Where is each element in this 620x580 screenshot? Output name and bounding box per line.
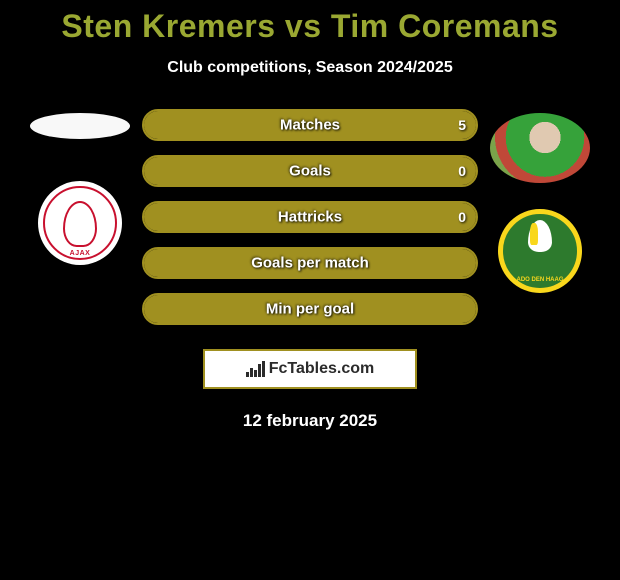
- barchart-icon: [246, 361, 265, 377]
- stat-value-right: 0: [458, 163, 466, 179]
- player-avatar-right: [490, 113, 590, 183]
- club-label-right: ADO DEN HAAG: [503, 277, 577, 283]
- stat-bars: Matches 5 Goals 0 Hattricks 0 Goals per match M…: [140, 109, 480, 325]
- stat-bar: Min per goal: [142, 293, 478, 325]
- stat-bar: Goals 0: [142, 155, 478, 187]
- club-badge-right: ADO DEN HAAG: [498, 209, 582, 293]
- player-avatar-left: [30, 113, 130, 139]
- left-column: AJAX: [20, 109, 140, 265]
- page-title: Sten Kremers vs Tim Coremans: [0, 8, 620, 45]
- brand-text: FcTables.com: [269, 360, 375, 378]
- stat-value-right: 0: [458, 209, 466, 225]
- club-badge-left: AJAX: [38, 181, 122, 265]
- stat-value-right: 5: [458, 117, 466, 133]
- main-row: AJAX Matches 5 Goals 0 Hattricks 0 Goals per m…: [0, 109, 620, 325]
- stat-label: Hattricks: [278, 209, 342, 226]
- stat-bar: Hattricks 0: [142, 201, 478, 233]
- stat-label: Goals per match: [251, 255, 369, 272]
- brand-box: FcTables.com: [203, 349, 417, 389]
- stat-fill-right: [310, 157, 476, 185]
- stat-fill-left: [144, 157, 310, 185]
- stat-bar: Goals per match: [142, 247, 478, 279]
- club-label-left: AJAX: [38, 250, 122, 257]
- stat-label: Matches: [280, 117, 340, 134]
- date-text: 12 february 2025: [0, 411, 620, 431]
- comparison-card: Sten Kremers vs Tim Coremans Club compet…: [0, 0, 620, 431]
- stat-bar: Matches 5: [142, 109, 478, 141]
- right-column: ADO DEN HAAG: [480, 109, 600, 293]
- subtitle: Club competitions, Season 2024/2025: [0, 59, 620, 77]
- stat-label: Goals: [289, 163, 331, 180]
- stat-label: Min per goal: [266, 301, 354, 318]
